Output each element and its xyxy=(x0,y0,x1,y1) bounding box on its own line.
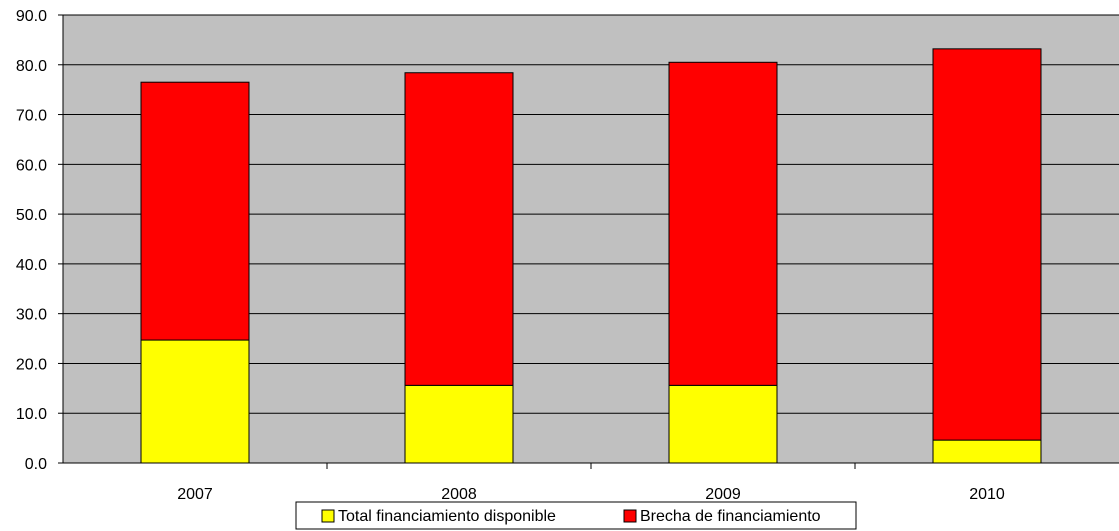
bar-2009-series-0 xyxy=(668,384,778,464)
bar-2008-series-0 xyxy=(404,384,514,464)
y-tick-label: 80.0 xyxy=(16,58,47,75)
legend-box xyxy=(295,501,857,530)
legend-label-0: Total financiamiento disponible xyxy=(338,508,556,525)
y-tick-label: 20.0 xyxy=(16,356,47,373)
bar-2010-series-1 xyxy=(932,48,1042,441)
y-tick-label: 90.0 xyxy=(16,8,47,25)
y-axis-ticks: 0.0 10.0 20.0 30.0 40.0 50.0 60.0 70.0 80.0 90.0 xyxy=(16,8,63,473)
y-tick-label: 30.0 xyxy=(16,307,47,324)
bar-2010-series-0 xyxy=(932,439,1042,464)
y-tick-label: 10.0 xyxy=(16,406,47,423)
x-tick-label: 2009 xyxy=(705,486,741,503)
y-tick-label: 70.0 xyxy=(16,108,47,125)
bar-2007-series-0 xyxy=(140,339,250,464)
y-tick-label: 60.0 xyxy=(16,157,47,174)
bars xyxy=(140,48,1042,464)
legend: Total financiamiento disponible Brecha de… xyxy=(295,501,857,530)
x-tick-label: 2010 xyxy=(969,486,1005,503)
y-tick-label: 50.0 xyxy=(16,207,47,224)
bar-2008-series-1 xyxy=(404,72,514,386)
y-tick-label: 40.0 xyxy=(16,257,47,274)
legend-label-1: Brecha de financiamiento xyxy=(640,508,821,525)
legend-swatch-1 xyxy=(623,509,637,523)
y-tick-label: 0.0 xyxy=(25,456,47,473)
bar-2007-series-1 xyxy=(140,81,250,341)
x-axis-ticks: 2007 2008 2009 2010 xyxy=(177,463,1005,503)
legend-swatch-0 xyxy=(321,509,335,523)
x-tick-label: 2008 xyxy=(441,486,477,503)
x-tick-label: 2007 xyxy=(177,486,213,503)
bar-2009-series-1 xyxy=(668,61,778,386)
